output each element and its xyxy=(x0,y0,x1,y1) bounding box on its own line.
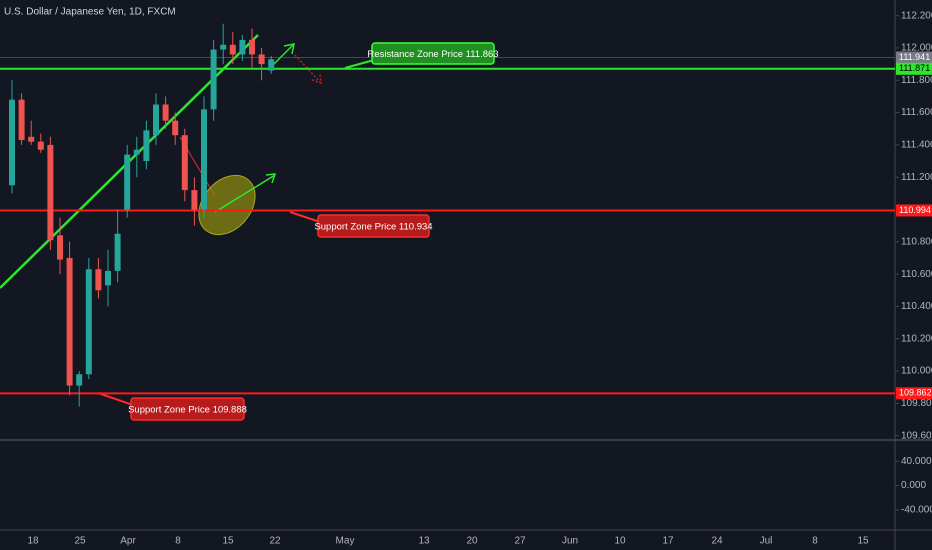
candle-body xyxy=(143,130,150,162)
candle-body xyxy=(47,144,54,241)
x-tick-label: 17 xyxy=(662,536,674,547)
arrow xyxy=(214,174,276,213)
annotation-box xyxy=(317,214,430,238)
annotation-text: Support Zone Price 109.888 xyxy=(128,405,247,416)
x-tick-label: 20 xyxy=(466,536,478,547)
x-tick-label: 24 xyxy=(711,536,723,547)
y-tick-label: 111.600 xyxy=(901,107,932,118)
price-label: 111.941 xyxy=(899,52,930,62)
candle-body xyxy=(268,59,275,71)
candle-body xyxy=(133,149,140,155)
x-tick-label: 8 xyxy=(175,536,181,547)
y2-tick-label: 0.000 xyxy=(901,480,926,491)
candle-body xyxy=(18,99,25,141)
x-tick-label: Jun xyxy=(562,536,578,547)
callout-pointer xyxy=(344,59,375,69)
candle-body xyxy=(172,120,179,136)
x-tick-label: 22 xyxy=(269,536,281,547)
x-tick-label: 25 xyxy=(74,536,86,547)
chart-title: U.S. Dollar / Japanese Yen, 1D, FXCM xyxy=(4,7,176,18)
y-tick-label: 110.000 xyxy=(901,366,932,377)
y-tick-label: 110.200 xyxy=(901,333,932,344)
x-tick-label: Apr xyxy=(120,536,136,547)
y-tick-label: 110.400 xyxy=(901,301,932,312)
candle-body xyxy=(66,257,73,386)
annotation-box xyxy=(371,42,495,65)
candle-body xyxy=(57,235,63,260)
arrow-head xyxy=(311,73,322,85)
arrow-head xyxy=(265,173,277,184)
price-label: 111.871 xyxy=(899,63,930,73)
candle-body xyxy=(9,99,15,186)
y-tick-label: 109.600 xyxy=(901,430,932,441)
candle-body xyxy=(258,54,265,65)
candle-body xyxy=(153,104,159,136)
candle-body xyxy=(239,39,246,55)
candle-body xyxy=(229,44,236,55)
candle-body xyxy=(249,39,255,55)
annotation-box xyxy=(130,397,245,421)
y-tick-label: 110.600 xyxy=(901,269,932,280)
price-label: 110.994 xyxy=(899,205,931,215)
y2-tick-label: -40.000 xyxy=(901,505,932,516)
x-tick-label: 13 xyxy=(418,536,430,547)
x-tick-label: 18 xyxy=(27,536,39,547)
annotation-text: Support Zone Price 110.934 xyxy=(314,222,432,233)
y-tick-label: 112.200 xyxy=(901,10,932,21)
candle-body xyxy=(28,136,35,142)
candle-body xyxy=(114,233,121,271)
price-label-box xyxy=(896,204,932,217)
candle-body xyxy=(95,269,102,291)
y-tick-label: 112.000 xyxy=(901,43,932,54)
arrow-head xyxy=(283,43,295,55)
candle-body xyxy=(85,269,92,375)
candle-body xyxy=(162,104,169,121)
price-label-box xyxy=(896,387,932,400)
y-tick-label: 109.800 xyxy=(901,398,932,409)
candle-body xyxy=(201,109,207,210)
price-label: 109.862 xyxy=(899,388,932,398)
candle-body xyxy=(210,49,217,110)
candle-body xyxy=(37,141,44,150)
price-label-box xyxy=(896,51,932,64)
candle-body xyxy=(105,270,111,286)
price-label-box xyxy=(896,62,932,75)
annotation-text: Resistance Zone Price 111.863 xyxy=(367,49,498,60)
x-tick-label: Jul xyxy=(760,536,773,547)
x-tick-label: 27 xyxy=(514,536,526,547)
x-tick-label: 10 xyxy=(614,536,626,547)
y-tick-label: 111.200 xyxy=(901,172,932,183)
callout-pointer xyxy=(97,392,134,406)
candle-body xyxy=(124,154,131,210)
candle-body xyxy=(76,374,83,386)
y-tick-label: 111.800 xyxy=(901,75,932,86)
callout-pointer xyxy=(289,211,321,223)
candle-body xyxy=(191,190,198,210)
x-tick-label: 15 xyxy=(857,536,869,547)
y-tick-label: 110.800 xyxy=(901,236,932,247)
y-tick-label: 111.400 xyxy=(901,140,932,151)
candle-body xyxy=(181,135,188,191)
x-tick-label: 8 xyxy=(812,536,818,547)
callouts xyxy=(97,59,375,406)
x-tick-label: 15 xyxy=(222,536,234,547)
candle-body xyxy=(220,44,227,50)
x-tick-label: May xyxy=(336,536,355,547)
y2-tick-label: 40.000 xyxy=(901,456,932,467)
